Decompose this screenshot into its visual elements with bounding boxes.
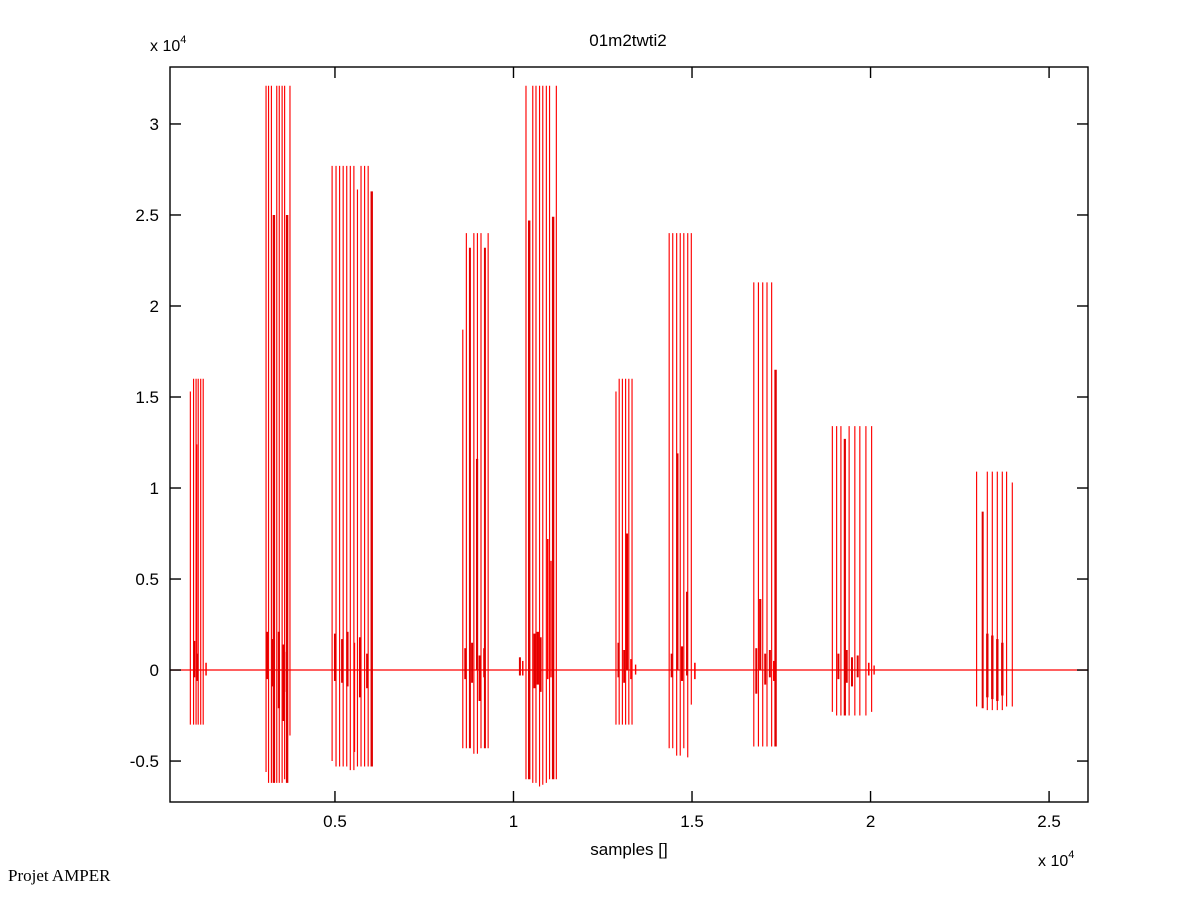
y-tick-label: 2 (150, 297, 159, 316)
y-exponent-sup: 4 (180, 34, 186, 46)
x-tick-label: 2.5 (1037, 812, 1061, 831)
burst-2 (265, 85, 291, 783)
axis-ticks (170, 67, 1088, 802)
burst-1 (189, 378, 207, 725)
y-tick-label: 0 (150, 661, 159, 680)
y-exponent-label: x 104 (150, 34, 186, 55)
y-tick-label: 0.5 (135, 570, 159, 589)
x-exponent-prefix: x 10 (1038, 853, 1068, 870)
burst-5 (518, 85, 557, 787)
burst-3 (331, 165, 373, 771)
y-tick-label: 1 (150, 479, 159, 498)
burst-4 (462, 233, 489, 754)
burst-10 (976, 471, 1013, 711)
burst-6 (615, 378, 637, 725)
x-tick-label: 2 (866, 812, 875, 831)
x-exponent-sup: 4 (1068, 849, 1074, 861)
amper-watermark: Projet AMPER (8, 866, 111, 885)
plot-box (169, 66, 1089, 803)
burst-9 (831, 426, 875, 716)
x-tick-label: 1.5 (680, 812, 704, 831)
signal-series (170, 85, 1088, 787)
x-axis-label: samples [] (590, 840, 667, 859)
burst-8 (753, 282, 777, 747)
plot-title: 01m2twti2 (589, 31, 666, 50)
y-tick-label: 1.5 (135, 388, 159, 407)
y-exponent-prefix: x 10 (150, 38, 180, 55)
x-tick-label: 0.5 (323, 812, 347, 831)
x-tick-label: 1 (509, 812, 518, 831)
y-tick-label: 3 (150, 115, 159, 134)
burst-7 (668, 233, 696, 758)
x-exponent-label: x 104 (1038, 849, 1074, 870)
y-tick-label: 2.5 (135, 206, 159, 225)
y-tick-label: -0.5 (130, 752, 159, 771)
axis-tick-labels: 0.5 1 1.5 2 2.5 3 2.5 2 1.5 1 0.5 0 -0.5 (130, 115, 1061, 831)
